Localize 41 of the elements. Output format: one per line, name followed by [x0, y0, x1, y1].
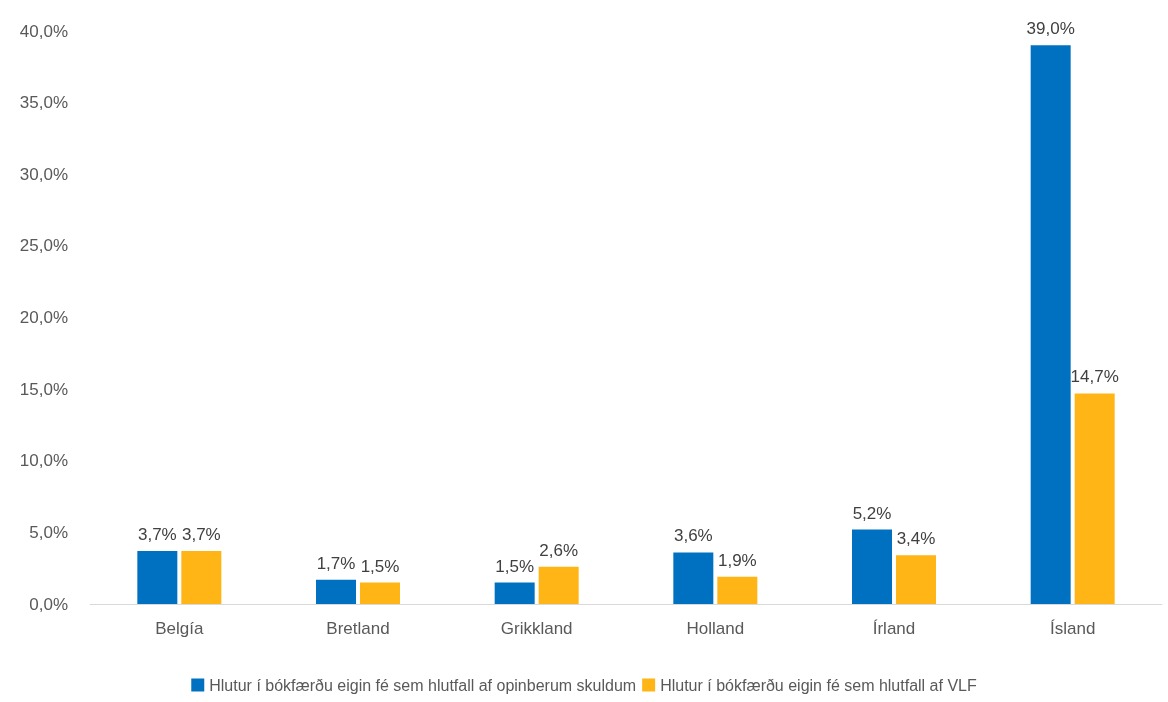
data-label: 39,0%	[1026, 19, 1075, 39]
data-label: 1,5%	[360, 556, 400, 576]
x-tick-label: Bretland	[326, 619, 390, 638]
data-label: 1,5%	[495, 556, 535, 576]
y-tick-label: 25,0%	[19, 236, 68, 256]
bar	[852, 529, 892, 604]
bar	[1030, 45, 1071, 604]
legend-label: Hlutur í bókfærðu eigin fé sem hlutfall af opinberum skuldum	[209, 676, 637, 694]
bar	[181, 551, 222, 604]
x-tick-label: Írland	[872, 619, 916, 638]
data-label: 3,7%	[181, 525, 221, 544]
y-tick-label: 0,0%	[29, 594, 68, 614]
y-tick-label: 5,0%	[29, 522, 68, 542]
y-tick-label: 35,0%	[19, 93, 68, 113]
bar	[1074, 393, 1115, 604]
data-label: 1,7%	[316, 553, 356, 573]
x-tick-label: Holland	[686, 619, 745, 638]
bar	[360, 582, 400, 604]
data-label: 3,4%	[896, 529, 936, 549]
x-tick-label: Grikkland	[500, 619, 573, 638]
y-tick-label: 10,0%	[19, 451, 68, 471]
bar	[494, 582, 535, 604]
x-tick-label: Belgía	[155, 619, 204, 638]
data-label: 3,6%	[673, 526, 713, 546]
data-label: 14,7%	[1070, 367, 1119, 387]
x-tick-label: Ísland	[1049, 619, 1096, 638]
bar	[538, 566, 579, 604]
data-label: 5,2%	[852, 503, 892, 523]
data-label: 3,7%	[137, 525, 177, 544]
data-label: 2,6%	[539, 540, 579, 560]
y-tick-label: 15,0%	[19, 379, 68, 399]
y-tick-label: 30,0%	[19, 164, 68, 184]
bar	[673, 552, 714, 604]
data-label: 1,9%	[717, 550, 757, 570]
bar	[717, 576, 758, 604]
legend-label: Hlutur í bókfærðu eigin fé sem hlutfall af VLF	[660, 676, 977, 694]
y-tick-label: 40,0%	[19, 21, 68, 41]
y-tick-label: 20,0%	[19, 308, 68, 327]
bar	[896, 555, 936, 604]
bar	[316, 579, 356, 604]
bar	[137, 551, 178, 604]
